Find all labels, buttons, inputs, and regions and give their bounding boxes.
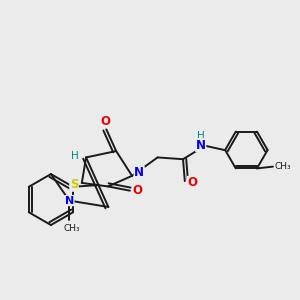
Text: CH₃: CH₃	[274, 162, 291, 171]
Text: H: H	[197, 131, 205, 141]
Text: N: N	[134, 167, 144, 179]
Text: CH₃: CH₃	[64, 224, 80, 233]
Text: S: S	[70, 178, 78, 191]
Text: N: N	[196, 139, 206, 152]
Text: N: N	[65, 196, 74, 206]
Text: O: O	[133, 184, 143, 197]
Text: H: H	[71, 151, 79, 161]
Text: O: O	[100, 115, 110, 128]
Text: O: O	[188, 176, 198, 189]
